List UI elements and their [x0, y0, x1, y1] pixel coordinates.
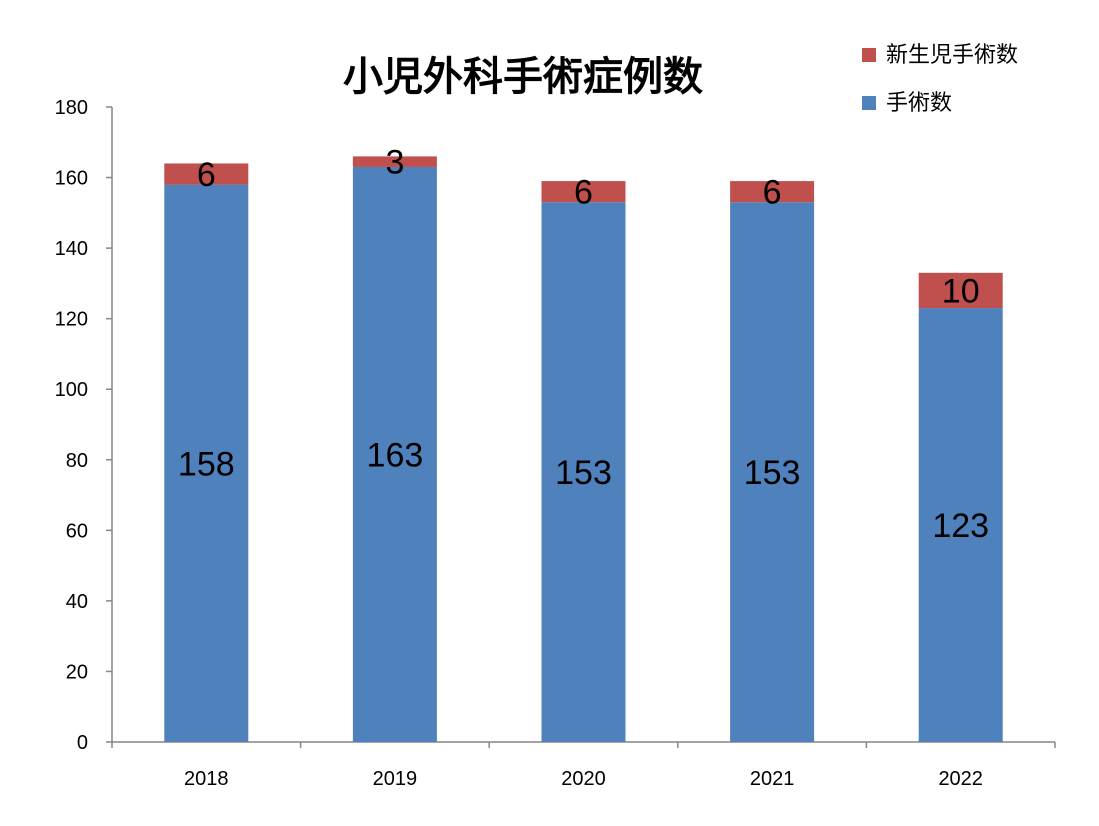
data-label-neonatal: 3: [385, 144, 404, 182]
y-tick-label: 20: [66, 661, 88, 683]
data-label-surgeries: 158: [178, 445, 235, 483]
data-labels: 158 6 163 3 153 6 153 6 123 10: [178, 144, 989, 545]
bars: [164, 156, 1003, 743]
data-label-surgeries: 123: [932, 507, 989, 545]
data-label-neonatal: 6: [763, 174, 782, 212]
data-label-surgeries: 153: [744, 454, 801, 492]
bar-surgeries: [352, 166, 437, 742]
data-label-neonatal: 6: [197, 156, 216, 194]
legend-swatch: [862, 48, 876, 62]
x-tick-label: 2018: [184, 768, 229, 790]
y-axis: 0 20 40 60 80 100 120 140 160 180: [55, 97, 113, 754]
bar-neonatal-surgeries: [541, 181, 626, 203]
bar-neonatal-surgeries: [352, 156, 437, 167]
bar-surgeries: [541, 202, 626, 742]
bar-neonatal-surgeries: [164, 163, 249, 185]
bar-surgeries: [918, 308, 1003, 742]
bar-neonatal-surgeries: [918, 272, 1003, 309]
x-tick-label: 2020: [561, 768, 606, 790]
bar-surgeries: [164, 184, 249, 743]
bar-neonatal-surgeries: [730, 181, 815, 203]
data-label-surgeries: 153: [555, 454, 612, 492]
y-tick-label: 160: [55, 168, 88, 190]
y-tick-label: 100: [55, 379, 88, 401]
legend-label: 手術数: [886, 91, 952, 116]
y-tick-label: 120: [55, 309, 88, 331]
y-tick-label: 140: [55, 238, 88, 260]
x-tick-label: 2021: [750, 768, 795, 790]
legend-swatch: [862, 96, 876, 110]
x-tick-label: 2022: [938, 768, 983, 790]
bar-surgeries: [730, 202, 815, 742]
y-tick-label: 80: [66, 450, 88, 472]
data-label-surgeries: 163: [367, 436, 424, 474]
y-tick-label: 180: [55, 97, 88, 119]
data-label-neonatal: 10: [942, 272, 980, 310]
y-tick-label: 60: [66, 520, 88, 542]
y-tick-label: 40: [66, 591, 88, 613]
chart-title: 小児外科手術症例数: [343, 54, 703, 100]
x-tick-label: 2019: [373, 768, 418, 790]
y-tick-label: 0: [77, 732, 88, 754]
data-label-neonatal: 6: [574, 174, 593, 212]
legend-label: 新生児手術数: [886, 43, 1018, 68]
x-axis: 2018 2019 2020 2021 2022: [111, 741, 1056, 790]
